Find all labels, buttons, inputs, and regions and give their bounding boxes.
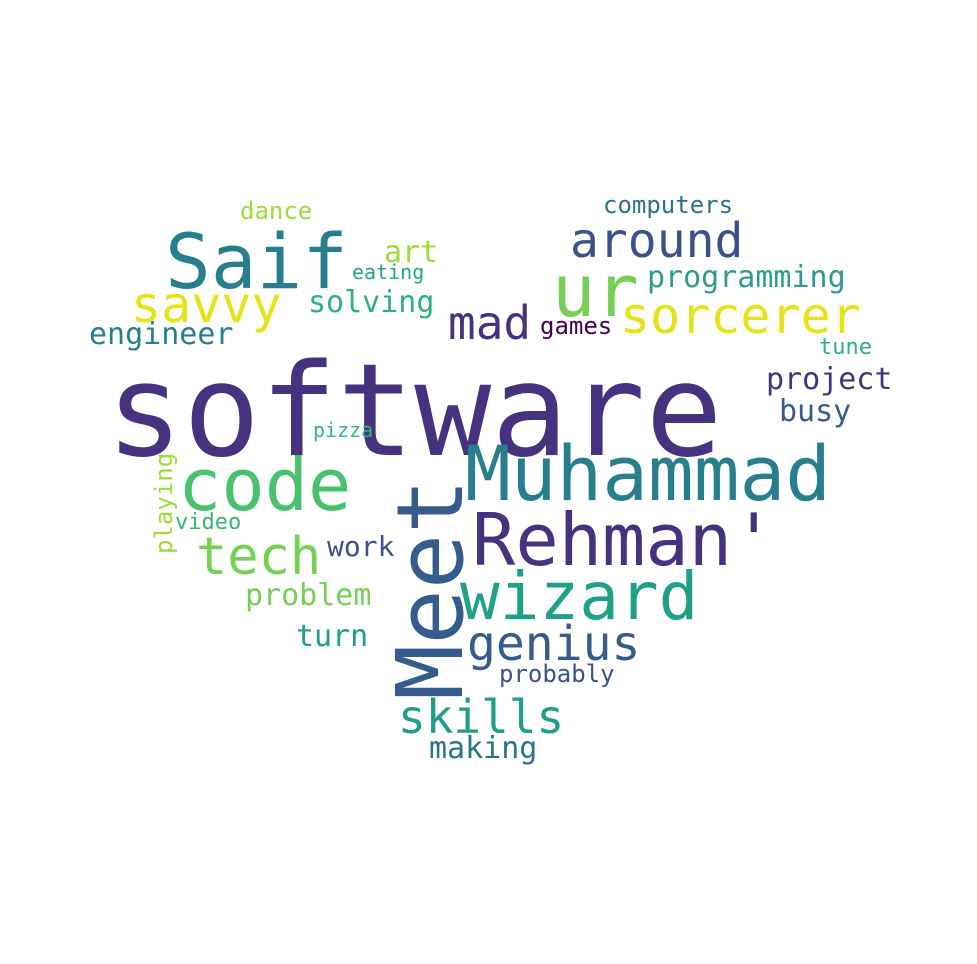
word-software: software [106,337,723,486]
word-work: work [327,530,395,563]
word-art: art [384,235,439,270]
word-saif: Saif [165,217,349,306]
word-dance: dance [240,197,313,225]
word-skills: skills [398,690,565,744]
word-tune: tune [819,335,872,360]
word-engineer: engineer [89,317,234,352]
word-ur: ur [552,249,639,333]
word-problem: problem [245,578,372,613]
word-video: video [175,510,242,535]
word-muhammad: Muhammad [465,429,832,518]
word-games: games [540,312,613,340]
word-computers: computers [603,191,734,219]
word-playing: playing [150,452,178,554]
word-project: project [766,362,893,397]
word-tech: tech [196,527,322,587]
word-genius: genius [467,616,641,672]
word-sorcerer: sorcerer [620,287,861,345]
word-eating: eating [352,260,425,284]
word-around: around [570,213,744,269]
word-savvy: savvy [131,276,282,334]
word-making: making [429,731,538,766]
word-mad: mad [448,296,532,350]
word-programming: programming [647,260,846,295]
word-probably: probably [499,660,615,688]
word-turn: turn [296,619,369,654]
word-rehman: Rehman' [472,498,776,582]
word-busy: busy [779,394,852,429]
word-wizard: wizard [460,558,699,635]
word-solving: solving [308,285,435,320]
word-pizza: pizza [313,418,374,442]
word-code: code [178,443,352,527]
